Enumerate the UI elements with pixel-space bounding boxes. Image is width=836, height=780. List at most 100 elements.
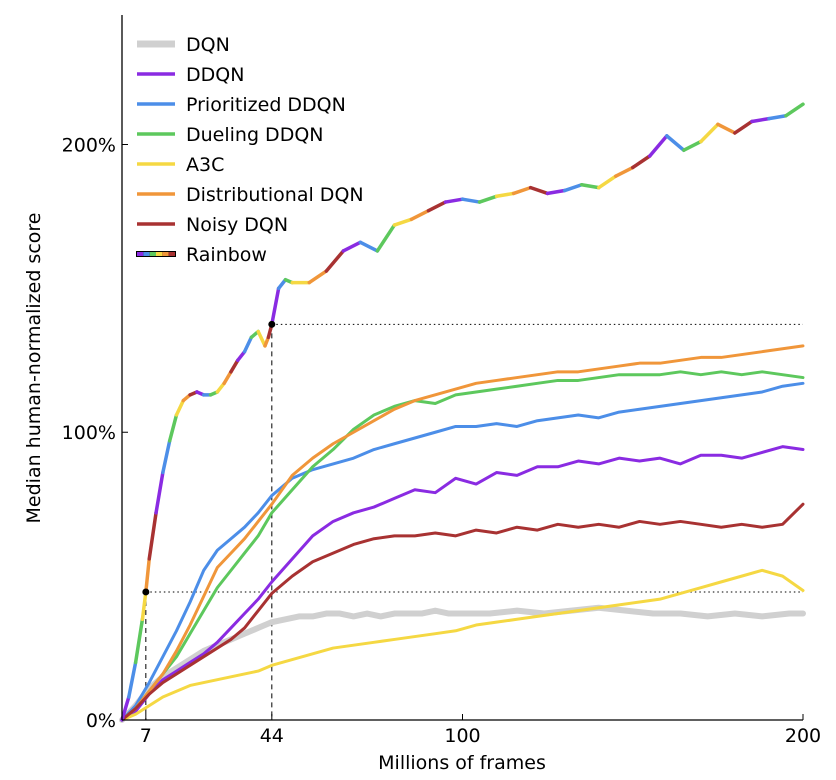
- legend-label: Prioritized DDQN: [186, 94, 346, 116]
- dqn-line: [119, 604, 806, 723]
- noisy-dqn-line: [120, 502, 805, 722]
- rainbow-segment: [528, 185, 550, 196]
- legend-label: Rainbow: [186, 244, 267, 266]
- rainbow-segment: [147, 511, 158, 561]
- rainbow-segment: [562, 183, 584, 193]
- rainbow-segment: [307, 269, 329, 285]
- ref-point-1: [268, 320, 276, 328]
- legend-label: A3C: [186, 154, 224, 176]
- rainbow-segment: [409, 208, 431, 222]
- y-axis-label: Median human-normalized score: [23, 213, 45, 524]
- legend-swatch-segment: [149, 252, 156, 256]
- rainbow-segment: [375, 223, 397, 253]
- legend-label: DDQN: [186, 64, 244, 86]
- rainbow-segment: [222, 370, 233, 386]
- series-rainbow: [120, 102, 805, 722]
- series-dueling-ddqn: [120, 370, 805, 722]
- rainbow-segment: [161, 439, 172, 475]
- reference-lines: [145, 323, 803, 720]
- rainbow-segment: [682, 139, 703, 152]
- rainbow-segment: [511, 185, 533, 196]
- legend-item-distributional-dqn: Distributional DQN: [137, 184, 364, 206]
- rainbow-segment: [733, 119, 754, 135]
- y-tick-label: 100%: [62, 422, 116, 444]
- rainbow-segment: [596, 174, 618, 190]
- x-axis-label: Millions of frames: [378, 752, 546, 774]
- rainbow-segment: [767, 113, 788, 121]
- legend-item-dueling-ddqn: Dueling DDQN: [137, 124, 324, 146]
- distributional-dqn-line: [120, 344, 805, 722]
- series-dqn: [119, 604, 806, 723]
- x-tick-label: 44: [260, 725, 284, 747]
- rainbow-segment: [154, 470, 165, 515]
- rainbow-segment: [324, 249, 346, 273]
- legend-item-noisy-dqn: Noisy DQN: [137, 214, 288, 236]
- y-tick-label: 200%: [62, 134, 116, 156]
- rainbow-segment: [460, 197, 482, 204]
- legend-label: Noisy DQN: [186, 214, 288, 236]
- rainbow-segment: [358, 240, 380, 253]
- rainbow-segment: [341, 240, 363, 253]
- rainbow-segment: [477, 194, 499, 204]
- rainbow-segment: [133, 617, 145, 665]
- legend-swatch-segment: [162, 252, 169, 256]
- legend-label: DQN: [186, 34, 230, 56]
- series-noisy-dqn: [120, 502, 805, 722]
- rainbow-segment: [236, 349, 247, 363]
- series-distributional-dqn: [120, 344, 805, 722]
- rainbow-segment: [648, 134, 669, 158]
- rainbow-segment: [631, 154, 652, 170]
- rainbow-segment: [494, 191, 516, 199]
- series-layer: [119, 102, 806, 723]
- rainbow-segment: [174, 398, 186, 417]
- ddqn-line: [120, 445, 805, 722]
- rainbow-segment: [242, 335, 254, 354]
- a3c-line: [120, 568, 805, 722]
- rainbow-segment: [392, 217, 414, 227]
- series-ddqn: [120, 445, 805, 722]
- rainbow-segment: [750, 116, 771, 124]
- legend-swatch-segment: [137, 252, 144, 256]
- rainbow-segment: [256, 329, 267, 348]
- reference-points: [142, 320, 276, 596]
- legend: DQN DDQN Prioritized DDQN Dueling DDQN A3C Di…: [136, 34, 364, 266]
- rainbow-segment: [140, 590, 148, 622]
- legend-swatch-segment: [143, 252, 150, 256]
- dueling-ddqn-line: [120, 370, 805, 722]
- legend-item-prioritized-ddqn: Prioritized DDQN: [137, 94, 346, 116]
- rainbow-segment: [784, 102, 805, 118]
- legend-label: Distributional DQN: [186, 184, 364, 206]
- series-prioritized-ddqn: [120, 381, 805, 722]
- rainbow-segment: [215, 381, 226, 394]
- ref-point-0: [142, 588, 150, 596]
- series-a3c: [120, 568, 805, 722]
- legend-swatch-segment: [168, 252, 175, 256]
- x-tick-label: 100: [444, 725, 480, 747]
- rainbow-segment: [665, 134, 686, 152]
- rainbow-segment: [426, 200, 448, 213]
- legend-item-dqn: DQN: [137, 34, 230, 56]
- legend-swatch-segment: [156, 252, 163, 256]
- rainbow-segment: [613, 165, 635, 178]
- rainbow-segment: [699, 122, 720, 144]
- rainbow-segment: [443, 197, 465, 204]
- rainbow-segment: [120, 695, 131, 722]
- x-tick-label: 7: [140, 725, 152, 747]
- rainbow-segment: [270, 286, 281, 327]
- legend-item-a3c: A3C: [137, 154, 224, 176]
- rainbow-segment: [276, 277, 288, 291]
- rainbow-segment: [716, 122, 737, 135]
- ticks: 7 44 100 200 0% 100% 200%: [62, 134, 821, 747]
- rainbow-segment: [579, 183, 601, 190]
- legend-item-ddqn: DDQN: [137, 64, 244, 86]
- y-tick-label: 0%: [86, 710, 116, 732]
- rainbow-segment: [545, 188, 567, 196]
- prioritized-ddqn-line: [120, 381, 805, 722]
- legend-label: Dueling DDQN: [186, 124, 324, 146]
- rainbow-segment: [167, 413, 179, 443]
- rainbow-segment: [144, 557, 151, 594]
- legend-item-rainbow: Rainbow: [136, 244, 267, 266]
- rainbow-segment: [229, 358, 240, 374]
- x-tick-label: 200: [785, 725, 821, 747]
